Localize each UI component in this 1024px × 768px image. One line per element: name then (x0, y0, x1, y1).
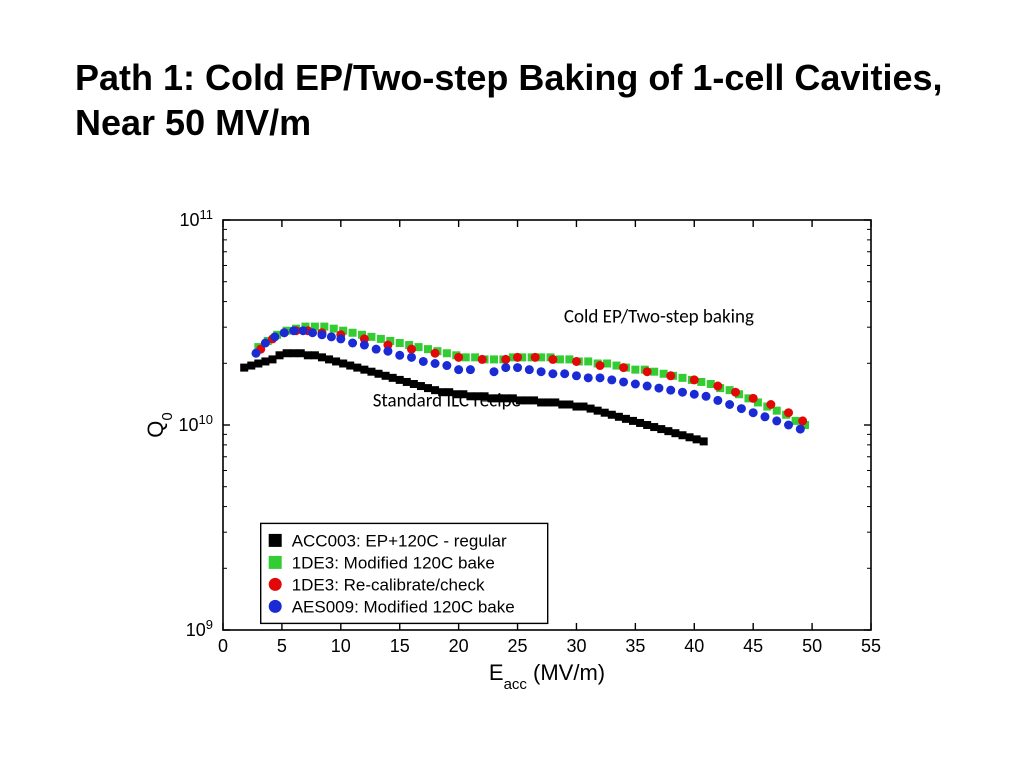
svg-text:1010: 1010 (179, 412, 214, 436)
svg-text:45: 45 (743, 636, 763, 656)
svg-text:5: 5 (277, 636, 287, 656)
svg-text:30: 30 (566, 636, 586, 656)
svg-text:1DE3: Re-calibrate/check: 1DE3: Re-calibrate/check (292, 575, 485, 594)
svg-text:15: 15 (390, 636, 410, 656)
svg-text:50: 50 (802, 636, 822, 656)
svg-text:10: 10 (331, 636, 351, 656)
svg-text:40: 40 (684, 636, 704, 656)
svg-text:0: 0 (218, 636, 228, 656)
svg-text:AES009: Modified 120C bake: AES009: Modified 120C bake (292, 597, 515, 616)
svg-text:55: 55 (861, 636, 881, 656)
svg-text:25: 25 (508, 636, 528, 656)
svg-text:Standard ILC recipe: Standard ILC recipe (373, 390, 521, 413)
svg-text:1DE3: Modified 120C bake: 1DE3: Modified 120C bake (292, 553, 495, 572)
svg-text:Q0: Q0 (145, 412, 176, 437)
svg-text:35: 35 (625, 636, 645, 656)
q0-vs-eacc-chart: 0 5 10 15 20 25 30 35 40 45 50 55 109 1010 1011 Eacc (M… (145, 210, 885, 690)
svg-text:1011: 1011 (179, 210, 213, 230)
svg-text:Eacc (MV/m): Eacc (MV/m) (489, 660, 605, 690)
svg-text:ACC003: EP+120C - regular: ACC003: EP+120C - regular (292, 531, 507, 550)
chart-svg: 0 5 10 15 20 25 30 35 40 45 50 55 109 1010 1011 Eacc (M… (145, 210, 885, 690)
svg-text:Cold EP/Two-step baking: Cold EP/Two-step baking (564, 306, 754, 329)
svg-text:109: 109 (186, 617, 213, 641)
page-title: Path 1: Cold EP/Two-step Baking of 1-cel… (75, 55, 955, 145)
svg-text:20: 20 (449, 636, 469, 656)
